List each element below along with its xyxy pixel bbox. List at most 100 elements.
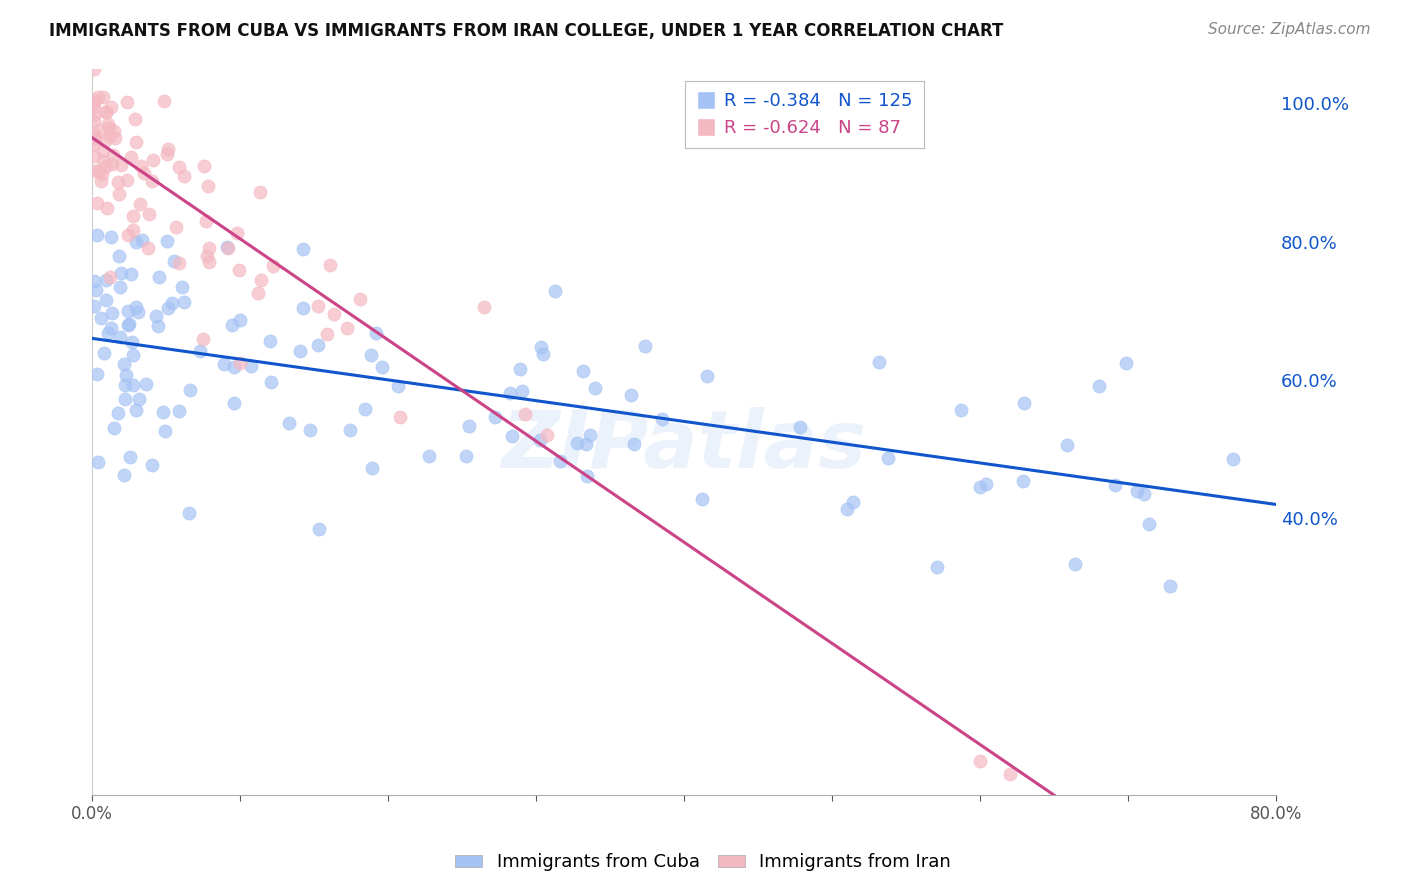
Point	[118, 450, 141, 464]
Point	[620, 387, 643, 401]
Point	[690, 491, 713, 506]
Point	[121, 209, 143, 223]
Point	[83, 132, 105, 146]
Point	[125, 402, 148, 417]
Point	[86, 227, 108, 242]
Point	[360, 348, 382, 362]
Point	[117, 304, 139, 318]
Point	[128, 392, 150, 407]
Point	[131, 233, 153, 247]
Point	[323, 307, 346, 321]
Point	[198, 255, 221, 269]
Point	[179, 383, 201, 397]
Point	[510, 384, 533, 399]
Point	[148, 269, 170, 284]
Point	[121, 335, 143, 350]
Point	[84, 283, 107, 297]
Point	[969, 480, 991, 494]
Point	[170, 280, 193, 294]
Point	[108, 330, 131, 344]
Point	[499, 385, 522, 400]
Point	[974, 477, 997, 491]
Point	[108, 280, 131, 294]
Point	[157, 301, 180, 315]
Point	[288, 344, 311, 359]
Point	[173, 169, 195, 184]
Point	[315, 327, 337, 342]
Text: Source: ZipAtlas.com: Source: ZipAtlas.com	[1208, 22, 1371, 37]
Point	[94, 273, 117, 287]
Point	[157, 142, 180, 156]
Text: ZIPatlas: ZIPatlas	[502, 408, 866, 485]
Point	[198, 242, 221, 256]
Point	[155, 424, 177, 438]
Point	[969, 754, 991, 768]
Point	[998, 767, 1021, 781]
Text: IMMIGRANTS FROM CUBA VS IMMIGRANTS FROM IRAN COLLEGE, UNDER 1 YEAR CORRELATION C: IMMIGRANTS FROM CUBA VS IMMIGRANTS FROM …	[49, 22, 1004, 40]
Point	[224, 359, 246, 374]
Point	[579, 428, 602, 442]
Point	[142, 153, 165, 167]
Point	[141, 458, 163, 473]
Point	[1104, 478, 1126, 492]
Point	[83, 136, 105, 151]
Point	[122, 377, 145, 392]
Point	[696, 369, 718, 384]
Point	[98, 120, 121, 135]
Point	[278, 416, 301, 430]
Point	[83, 274, 105, 288]
Point	[104, 131, 127, 145]
Point	[120, 267, 142, 281]
Point	[94, 104, 117, 119]
Point	[1137, 516, 1160, 531]
Point	[129, 196, 152, 211]
Point	[83, 299, 105, 313]
Point	[83, 130, 105, 145]
Point	[136, 241, 159, 255]
Point	[239, 359, 262, 373]
Point	[167, 160, 190, 174]
Point	[292, 243, 315, 257]
Point	[307, 299, 329, 313]
Point	[259, 376, 281, 390]
Point	[950, 403, 973, 417]
Point	[83, 113, 105, 128]
Point	[336, 320, 359, 334]
Point	[94, 134, 117, 148]
Point	[249, 186, 271, 200]
Point	[1159, 579, 1181, 593]
Point	[165, 219, 187, 234]
Point	[121, 223, 143, 237]
Point	[841, 495, 863, 509]
Point	[531, 347, 554, 361]
Point	[193, 333, 215, 347]
Point	[484, 410, 506, 425]
Point	[115, 95, 138, 110]
Point	[1063, 558, 1085, 572]
Point	[177, 507, 200, 521]
Point	[318, 258, 340, 272]
Point	[91, 89, 114, 103]
Point	[98, 269, 121, 284]
Point	[124, 112, 146, 127]
Point	[141, 174, 163, 188]
Point	[167, 256, 190, 270]
Point	[107, 406, 129, 420]
Point	[548, 454, 571, 468]
Point	[454, 449, 477, 463]
Point	[83, 96, 105, 111]
Point	[623, 436, 645, 450]
Point	[1087, 378, 1109, 392]
Point	[84, 164, 107, 178]
Point	[90, 174, 112, 188]
Point	[575, 437, 598, 451]
Point	[87, 455, 110, 469]
Point	[835, 501, 858, 516]
Point	[354, 402, 377, 417]
Legend: R = -0.384   N = 125, R = -0.624   N = 87: R = -0.384 N = 125, R = -0.624 N = 87	[685, 81, 924, 148]
Point	[145, 309, 167, 323]
Point	[163, 253, 186, 268]
Point	[249, 273, 271, 287]
Point	[513, 407, 536, 421]
Point	[458, 419, 481, 434]
